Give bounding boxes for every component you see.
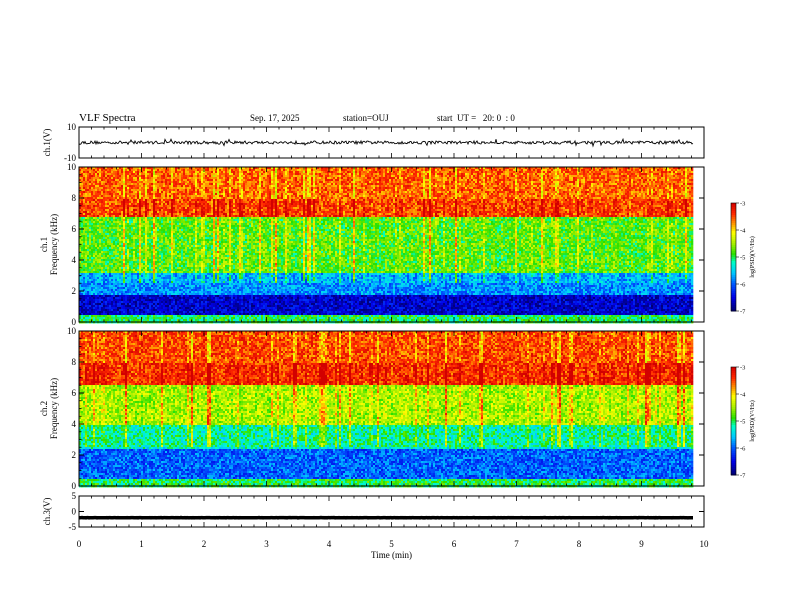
- panel-2-heatmap: [79, 167, 704, 323]
- panel-1-trace: [79, 139, 693, 146]
